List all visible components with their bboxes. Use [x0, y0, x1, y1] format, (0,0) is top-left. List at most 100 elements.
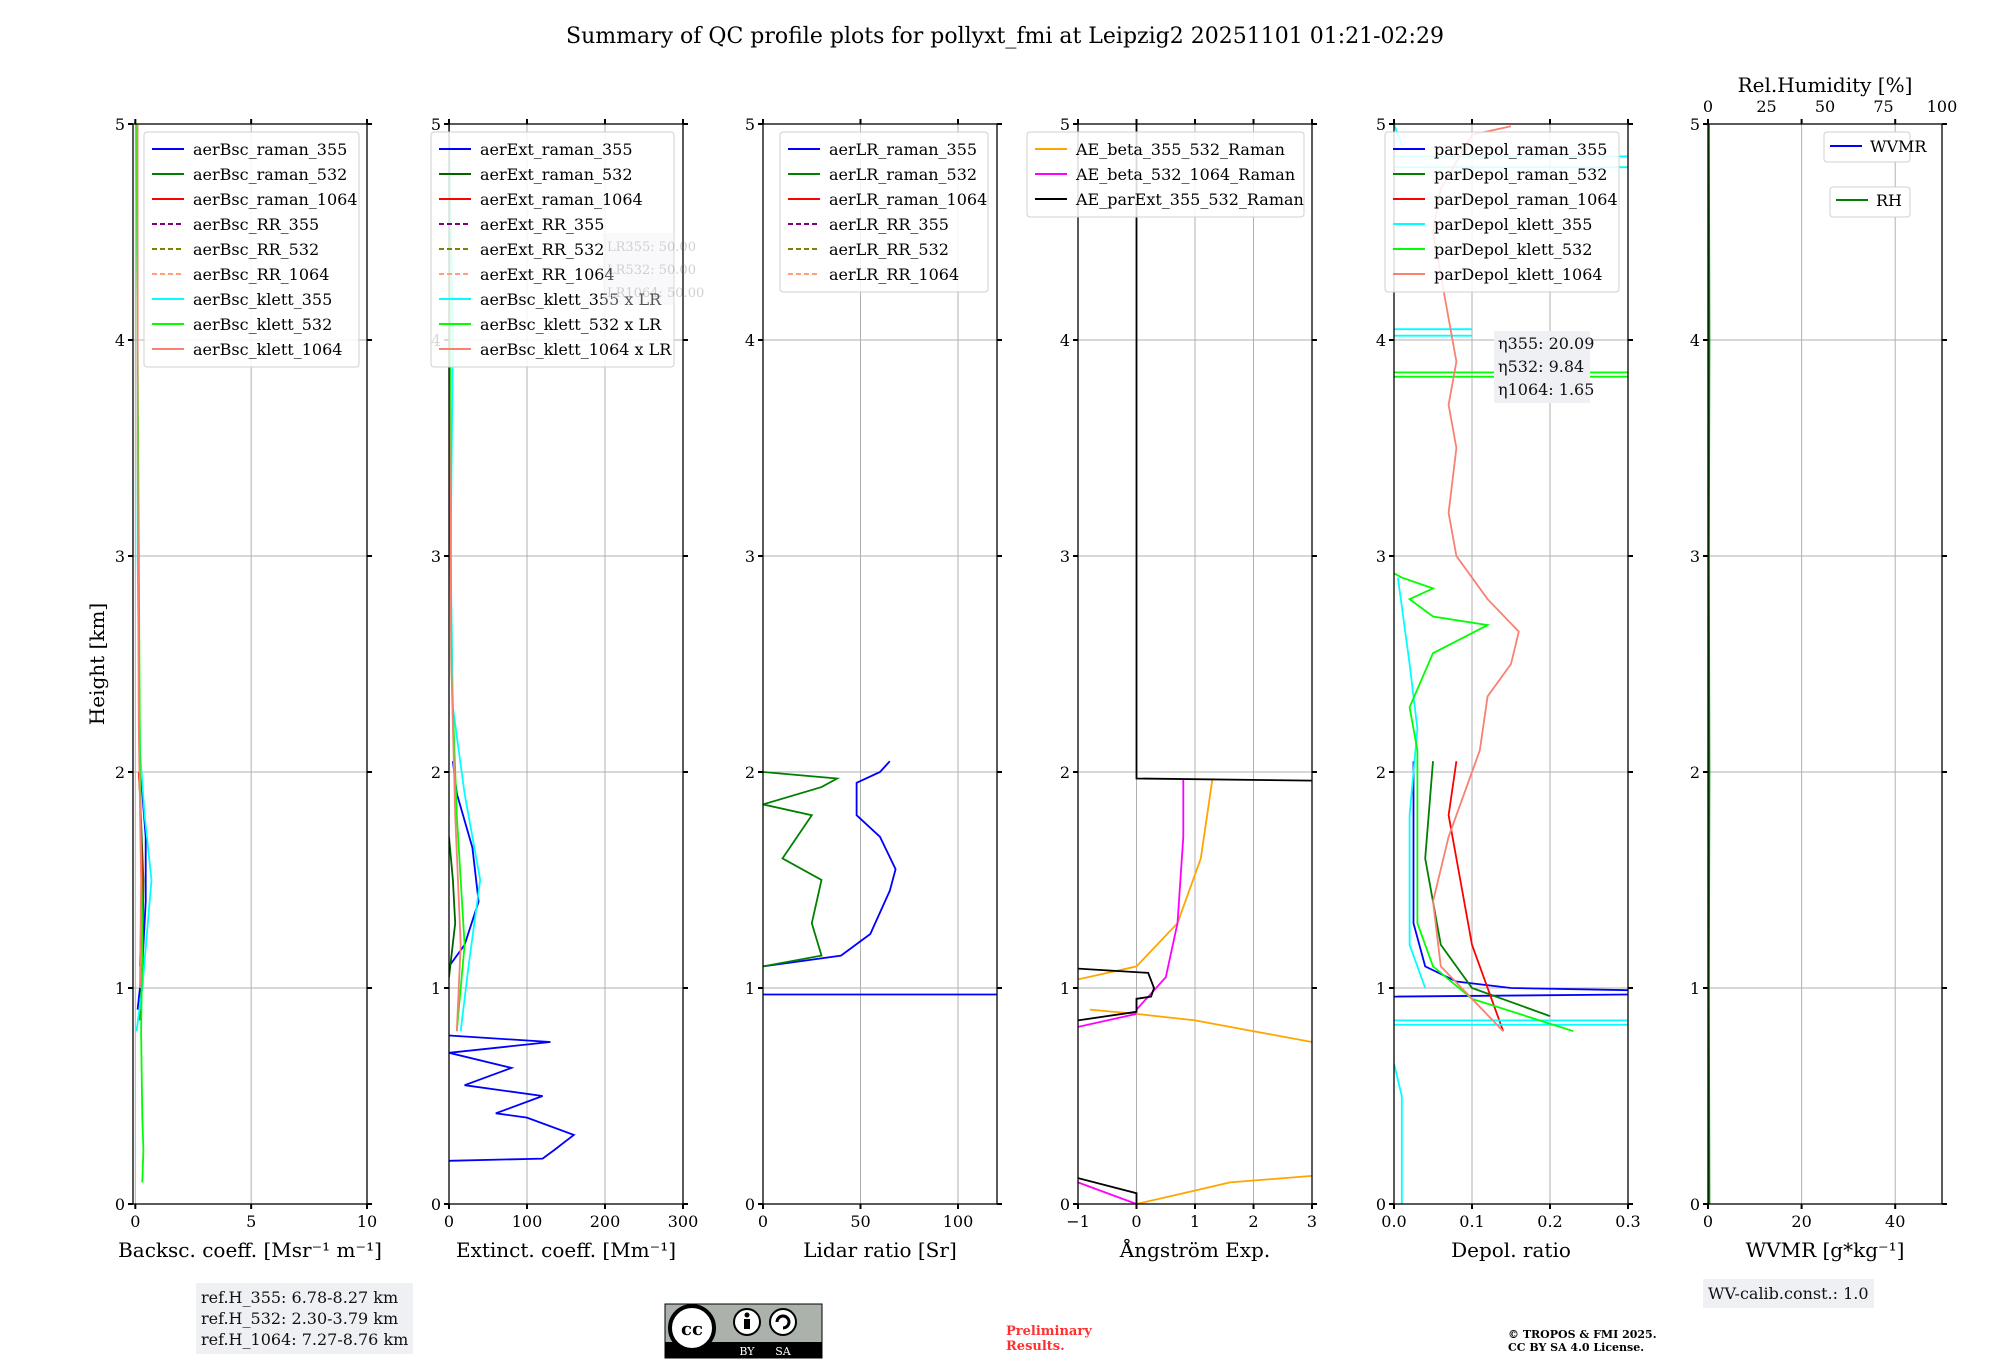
series-line-parDepol_raman_532	[1424, 761, 1551, 1017]
legend: AE_beta_355_532_Raman AE_beta_532_1064_Ra…	[1026, 131, 1305, 218]
axes-frame	[1393, 123, 1629, 1205]
y-axis-label: Height [km]	[85, 603, 109, 725]
legend-box	[779, 131, 989, 293]
legend-box	[1026, 131, 1305, 218]
x-tick-label: 40	[1885, 1212, 1905, 1231]
legend-label: WVMR	[1870, 137, 1927, 156]
y-tick-label: 4	[115, 331, 125, 350]
y-tick-label: 5	[431, 115, 441, 134]
depol-eta-box: η355: 20.09 η532: 9.84 η1064: 1.65	[1494, 331, 1594, 403]
legend-label: parDepol_raman_532	[1434, 165, 1607, 184]
x-tick-label: 5	[246, 1212, 256, 1231]
legend-label: aerBsc_klett_355 x LR	[480, 290, 662, 309]
y-tick-label: 3	[115, 547, 125, 566]
legend: parDepol_raman_355 parDepol_raman_532 parD…	[1384, 131, 1620, 293]
annotation-bg	[1494, 331, 1590, 403]
y-tick-label: 0	[745, 1195, 755, 1214]
y-tick-label: 3	[1690, 547, 1700, 566]
legend-label: AE_beta_532_1064_Raman	[1075, 165, 1295, 184]
legend-label: aerBsc_raman_1064	[193, 190, 358, 209]
x-tick-label: 100	[512, 1212, 543, 1231]
legend-label: parDepol_klett_355	[1434, 215, 1592, 234]
top-tick-label: 25	[1756, 97, 1776, 116]
legend: aerExt_raman_355 aerExt_raman_532 aerExt_r…	[430, 131, 675, 368]
series-line-aerBsc_klett_1064 x LR	[449, 124, 462, 1032]
x-tick-label: 300	[668, 1212, 699, 1231]
x-axis-label: Backsc. coeff. [Msr⁻¹ m⁻¹]	[118, 1238, 382, 1262]
y-tick-label: 2	[745, 763, 755, 782]
x-tick-label: 50	[850, 1212, 870, 1231]
annotation-text: η532: 9.84	[1498, 357, 1584, 376]
legend: aerLR_raman_355 aerLR_raman_532 aerLR_rama…	[779, 131, 989, 293]
legend-box	[1384, 131, 1620, 293]
legend-label: aerBsc_klett_1064 x LR	[480, 340, 672, 359]
legend-box-rh	[1829, 186, 1911, 218]
y-tick-label: 0	[431, 1195, 441, 1214]
legend-label: aerBsc_klett_1064	[193, 340, 342, 359]
legend-label: aerExt_raman_355	[480, 140, 633, 159]
ref-height-1064: ref.H_1064: 7.27-8.76 km	[201, 1330, 409, 1349]
series-line-AE_parExt_355_532_Raman	[1078, 124, 1312, 1204]
legend-label: aerLR_RR_1064	[829, 265, 959, 284]
x-tick-label: 0	[1703, 1212, 1713, 1231]
panel-5: 0.0 0.1 0.2 0.3 0 1 2 3 4 5 Depol. ratio parDepol_r…	[1376, 115, 1641, 1262]
series-line-parDepol_klett_532	[1394, 371, 1628, 1033]
legend-box	[143, 131, 360, 368]
y-tick-label: 5	[115, 115, 125, 134]
y-tick-label: 0	[1376, 1195, 1386, 1214]
series-line-aerExt_raman_532	[449, 836, 457, 978]
x-tick-label: 2	[1248, 1212, 1258, 1231]
y-tick-label: 3	[1376, 547, 1386, 566]
legend-label: aerLR_raman_1064	[829, 190, 987, 209]
by-text: BY	[739, 1345, 755, 1358]
x-axis-label: WVMR [g*kg⁻¹]	[1746, 1238, 1905, 1262]
lidar-ratio-box: LR355: 50.00 LR532: 50.00 LR1064: 50.00	[603, 233, 704, 305]
y-tick-label: 0	[1690, 1195, 1700, 1214]
y-tick-label: 5	[1376, 115, 1386, 134]
panel-6: 0 20 40 0 1 2 3 4 5 WVMR [g*kg⁻¹] 0 25 50 75 100 Rel.Hu…	[1690, 73, 1957, 1262]
y-tick-label: 2	[1376, 763, 1386, 782]
top-tick-label: 75	[1873, 97, 1893, 116]
x-tick-label: 0	[130, 1212, 140, 1231]
top-tick-label: 100	[1927, 97, 1958, 116]
y-tick-label: 0	[1060, 1195, 1070, 1214]
y-tick-label: 1	[431, 979, 441, 998]
x-axis-label: Extinct. coeff. [Mm⁻¹]	[456, 1238, 676, 1262]
x-axis-label: Ångström Exp.	[1119, 1237, 1270, 1262]
legend-label: aerLR_RR_355	[829, 215, 949, 234]
legend-box-wvmr	[1823, 131, 1911, 163]
legend-label: parDepol_raman_1064	[1434, 190, 1618, 209]
x-tick-label: 0.0	[1381, 1212, 1406, 1231]
sa-text: SA	[775, 1345, 792, 1358]
series-line-aerBsc_klett_355 x LR	[449, 124, 482, 1032]
legend-label: aerBsc_RR_355	[193, 215, 319, 234]
legend-label: aerExt_RR_1064	[480, 265, 615, 284]
x-tick-label: 20	[1791, 1212, 1811, 1231]
cc-by-sa-logo: cc BY SA	[664, 1303, 823, 1359]
series-line-aerLR_raman_355	[763, 760, 997, 996]
y-tick-label: 1	[1060, 979, 1070, 998]
x-tick-label: 0.3	[1615, 1212, 1640, 1231]
axes-frame	[762, 123, 998, 1205]
series-line-aerExt_raman_355	[449, 761, 576, 1162]
series-line-AE_beta_532_1064_Raman	[1078, 778, 1185, 1204]
axes-frame	[448, 123, 684, 1205]
series-line-aerLR_raman_532	[763, 771, 841, 968]
axes-frame	[1707, 123, 1943, 1205]
panel-2: 0100200300012345Extinct. coeff. [Mm⁻¹]ae…	[430, 115, 704, 1262]
y-tick-label: 4	[745, 331, 755, 350]
y-tick-label: 5	[1690, 115, 1700, 134]
top-axis-label: Rel.Humidity [%]	[1738, 73, 1913, 97]
y-tick-label: 4	[1376, 331, 1386, 350]
legend-label: aerBsc_klett_355	[193, 290, 332, 309]
x-tick-label: 10	[357, 1212, 377, 1231]
x-tick-label: 3	[1307, 1212, 1317, 1231]
ref-height-532: ref.H_532: 2.30-3.79 km	[201, 1309, 399, 1328]
annotation-text: η355: 20.09	[1498, 334, 1594, 353]
ref-height-355: ref.H_355: 6.78-8.27 km	[201, 1288, 399, 1307]
panel-3: 0 50 100 0 1 2 3 4 5 Lidar ratio [Sr] aerLR_raman_…	[745, 115, 1002, 1262]
x-tick-label: 0	[1131, 1212, 1141, 1231]
y-tick-label: 1	[1376, 979, 1386, 998]
legend-label: aerBsc_RR_1064	[193, 265, 329, 284]
